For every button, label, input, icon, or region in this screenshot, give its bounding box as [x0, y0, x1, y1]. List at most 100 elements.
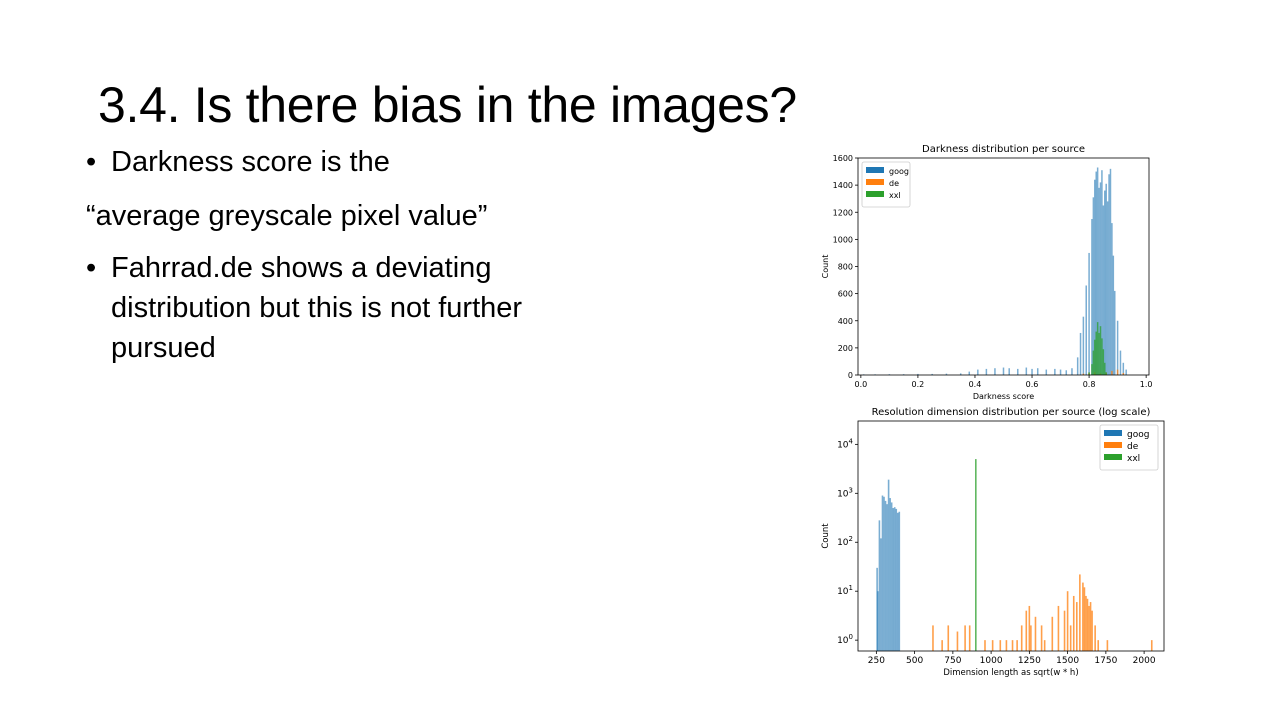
de-bar — [1030, 625, 1032, 651]
slide-body: Darkness score is the “average greyscale… — [86, 142, 646, 368]
legend-label-de: de — [1127, 442, 1139, 452]
de-bar — [1005, 640, 1008, 651]
goog-bar — [1036, 368, 1039, 375]
de-bar — [1069, 625, 1072, 651]
goog-bar — [931, 373, 933, 375]
de-bar — [1043, 640, 1046, 651]
xxl-bar — [1096, 322, 1099, 375]
xxl-bar — [1104, 362, 1106, 375]
de-bar — [1020, 625, 1023, 651]
de-bar — [1075, 602, 1078, 651]
chart-title: Resolution dimension distribution per so… — [872, 407, 1151, 418]
goog-bar — [1088, 252, 1090, 375]
de-bar — [1094, 625, 1096, 651]
goog-bar — [887, 479, 890, 651]
de-bar — [1122, 372, 1125, 375]
de-bar — [1063, 610, 1066, 651]
de-bar — [1011, 640, 1014, 651]
x-axis-label: Dimension length as sqrt(w * h) — [943, 668, 1078, 678]
goog-bar — [917, 373, 919, 375]
goog-bar — [1119, 350, 1122, 375]
de-bar — [1111, 370, 1113, 375]
de-bar — [999, 640, 1002, 651]
goog-bar — [896, 512, 899, 651]
bullet-fahrrad-deviation: Fahrrad.de shows a deviating distributio… — [86, 248, 646, 368]
de-bar — [1106, 640, 1109, 651]
de-bar — [1016, 640, 1018, 651]
de-bar — [941, 640, 943, 651]
legend-label-goog: goog — [1127, 430, 1149, 440]
y-tick-label: 1600 — [833, 154, 853, 163]
goog-bar — [902, 374, 905, 375]
plot-frame — [857, 420, 1165, 652]
goog-bar — [1105, 183, 1107, 375]
goog-bar — [1096, 167, 1099, 375]
goog-bar — [945, 373, 948, 375]
goog-bar — [1111, 223, 1113, 375]
goog-bar — [883, 496, 885, 651]
y-tick-label: 400 — [838, 317, 853, 326]
de-bar — [1040, 625, 1043, 651]
y-axis-label: Count — [821, 523, 831, 549]
goog-bar — [1085, 285, 1087, 375]
de-bar — [1057, 605, 1060, 651]
de-bar — [947, 625, 950, 651]
goog-bar — [878, 520, 881, 651]
goog-bar — [1102, 205, 1105, 375]
xxl-bar — [1095, 331, 1097, 375]
goog-bar — [892, 508, 894, 651]
legend-swatch-de — [866, 179, 884, 185]
de-bar — [1079, 574, 1081, 651]
de-bar — [1116, 369, 1119, 375]
x-tick-label: 0.2 — [912, 380, 925, 389]
goog-bar — [895, 508, 898, 651]
y-tick-label: 1000 — [833, 235, 853, 244]
de-bar — [968, 625, 971, 651]
de-bar — [1085, 595, 1087, 651]
goog-bar — [1114, 290, 1116, 375]
de-bar — [984, 640, 986, 651]
goog-bar — [1095, 171, 1097, 375]
de-bar — [1051, 616, 1054, 651]
xxl-bar — [1105, 372, 1107, 375]
chart-title: Darkness distribution per source — [922, 144, 1085, 155]
xxl-bar — [1099, 326, 1102, 375]
x-axis-label: Darkness score — [973, 392, 1034, 401]
xxl-bar — [1088, 372, 1090, 375]
de-bar — [1028, 605, 1031, 651]
goog-bar — [1104, 190, 1106, 375]
slide-title: 3.4. Is there bias in the images? — [98, 77, 797, 133]
legend-swatch-goog — [866, 167, 884, 173]
goog-bar — [1106, 201, 1109, 375]
goog-bar — [1116, 320, 1119, 375]
de-bar — [956, 631, 959, 651]
goog-bar — [1092, 197, 1095, 375]
legend-swatch-goog — [1104, 430, 1122, 436]
xxl-bar — [975, 459, 977, 651]
goog-bar — [1101, 170, 1103, 375]
goog-bar — [880, 538, 882, 651]
y-tick-label: 200 — [838, 344, 853, 353]
goog-bar — [884, 500, 887, 651]
x-tick-label: 0.8 — [1083, 380, 1096, 389]
goog-bar — [1082, 316, 1085, 375]
y-tick-label: 0 — [848, 371, 853, 380]
goog-bar — [1025, 367, 1028, 375]
de-bar — [1088, 605, 1090, 651]
resolution-distribution-chart: Resolution dimension distribution per so… — [821, 407, 1165, 678]
x-tick-label: 0.6 — [1026, 380, 1039, 389]
goog-bar — [1112, 255, 1115, 375]
de-bar — [964, 625, 966, 651]
xxl-bar — [1091, 364, 1093, 375]
y-tick-label: 102 — [837, 535, 853, 548]
goog-bar — [1008, 368, 1010, 375]
xxl-bar — [1101, 338, 1103, 375]
goog-bar — [1045, 369, 1048, 375]
bullet-line-2: distribution but this is not further — [111, 292, 523, 324]
de-bar — [1089, 602, 1092, 651]
goog-bar — [1031, 368, 1033, 375]
de-bar — [1083, 587, 1086, 651]
goog-bar — [1065, 370, 1068, 375]
goog-bar — [889, 498, 891, 651]
goog-bar — [968, 371, 971, 375]
